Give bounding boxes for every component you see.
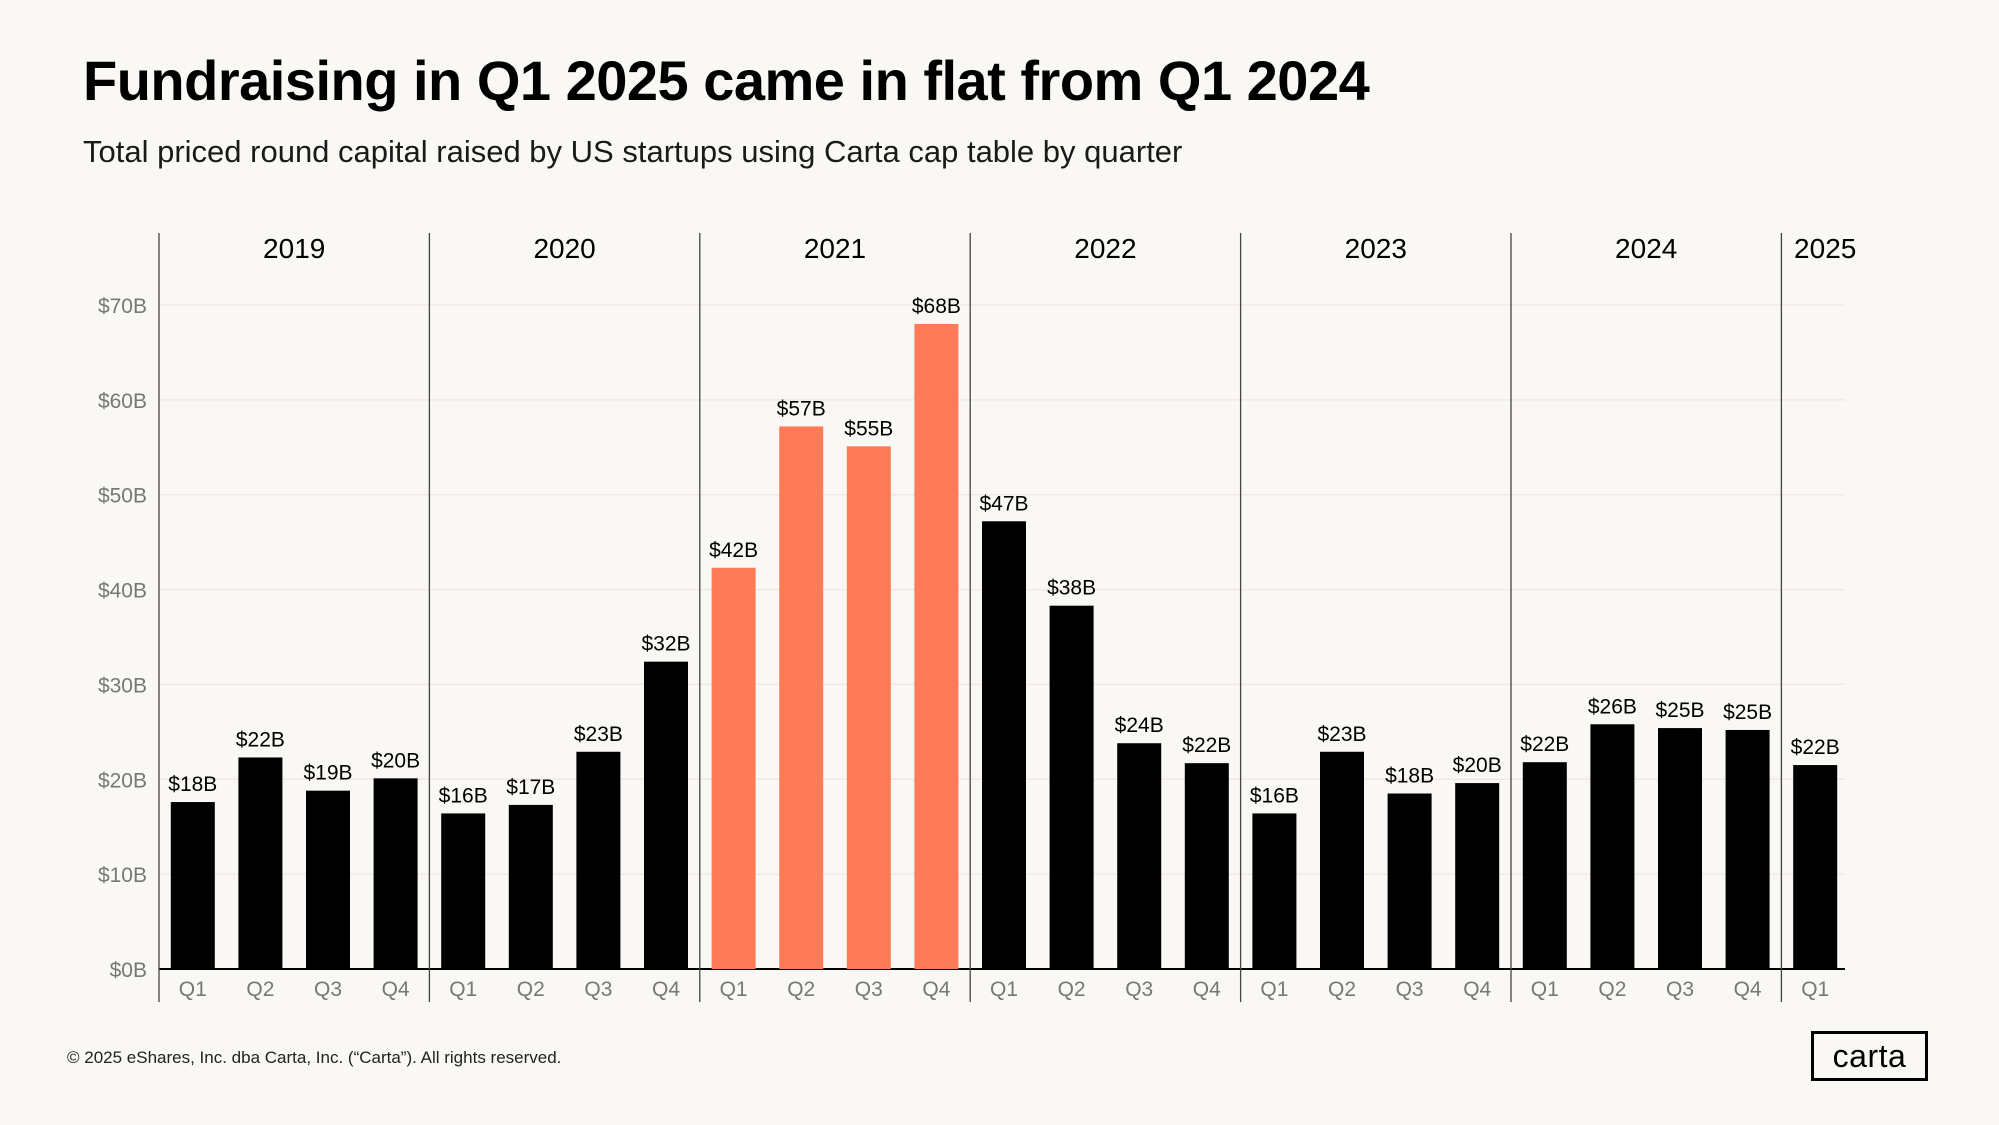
bar-value-label: $22B: [1182, 734, 1231, 757]
bar-value-label: $18B: [168, 773, 217, 796]
bar-value-label: $22B: [236, 728, 285, 751]
x-tick-label: Q1: [1260, 978, 1288, 1001]
bar-value-label: $17B: [506, 776, 555, 799]
y-tick-label: $40B: [98, 580, 147, 603]
bar-value-label: $57B: [777, 397, 826, 420]
x-tick-label: Q4: [652, 978, 680, 1001]
bar-value-label: $22B: [1520, 733, 1569, 756]
x-tick-label: Q4: [1734, 978, 1762, 1001]
bar-value-label: $26B: [1588, 695, 1637, 718]
bar-value-label: $23B: [1317, 723, 1366, 746]
year-label: 2019: [263, 233, 325, 264]
x-tick-label: Q4: [922, 978, 950, 1001]
x-tick-label: Q1: [449, 978, 477, 1001]
bar: [306, 790, 350, 969]
y-tick-label: $60B: [98, 390, 147, 413]
year-label: 2023: [1345, 233, 1407, 264]
bar: [1455, 783, 1500, 969]
year-label: 2020: [533, 233, 595, 264]
x-tick-label: Q3: [314, 978, 342, 1001]
bar: [1590, 724, 1635, 969]
bar: [170, 802, 215, 969]
y-tick-label: $30B: [98, 674, 147, 697]
bar-value-label: $22B: [1791, 736, 1840, 759]
year-label: 2021: [804, 233, 866, 264]
bar-value-label: $23B: [574, 723, 623, 746]
x-tick-label: Q3: [855, 978, 883, 1001]
year-label: 2022: [1074, 233, 1136, 264]
x-tick-label: Q1: [1531, 978, 1559, 1001]
bar: [1117, 743, 1162, 969]
x-tick-label: Q2: [1058, 978, 1086, 1001]
bar: [1725, 729, 1770, 969]
x-tick-label: Q1: [990, 978, 1018, 1001]
bar: [1320, 751, 1364, 969]
x-tick-label: Q4: [382, 978, 410, 1001]
x-tick-label: Q4: [1463, 978, 1491, 1001]
carta-logo: carta: [1811, 1031, 1928, 1081]
bar-value-label: $20B: [1453, 754, 1502, 777]
x-tick-label: Q1: [720, 978, 748, 1001]
bar-value-label: $47B: [979, 492, 1028, 515]
bar-value-label: $24B: [1115, 714, 1164, 737]
bar-value-label: $68B: [912, 295, 961, 318]
x-tick-label: Q3: [1125, 978, 1153, 1001]
bar: [982, 521, 1026, 969]
bar: [914, 323, 959, 969]
footer-copyright: © 2025 eShares, Inc. dba Carta, Inc. (“C…: [67, 1048, 562, 1067]
bar-value-label: $25B: [1723, 701, 1772, 724]
x-tick-label: Q1: [1801, 978, 1829, 1001]
bar-value-label: $16B: [439, 784, 488, 807]
bar: [1252, 813, 1297, 969]
bar-value-label: $19B: [303, 762, 352, 785]
year-label: 2025: [1794, 233, 1856, 264]
bar-value-label: $20B: [371, 749, 420, 772]
chart-title: Fundraising in Q1 2025 came in flat from…: [83, 49, 1370, 112]
bar: [576, 751, 621, 969]
x-tick-label: Q2: [1598, 978, 1626, 1001]
bar: [711, 567, 756, 969]
y-tick-label: $70B: [98, 295, 147, 318]
x-tick-label: Q4: [1193, 978, 1221, 1001]
x-tick-label: Q3: [584, 978, 612, 1001]
bar: [1049, 605, 1094, 969]
bar: [1658, 728, 1702, 969]
y-tick-label: $10B: [98, 864, 147, 887]
bar: [373, 778, 418, 969]
bar: [441, 813, 486, 969]
x-tick-label: Q2: [787, 978, 815, 1001]
x-tick-label: Q3: [1666, 978, 1694, 1001]
bar: [238, 757, 283, 969]
bar-value-label: $38B: [1047, 577, 1096, 600]
x-tick-label: Q1: [179, 978, 207, 1001]
y-tick-label: $0B: [110, 959, 147, 982]
bar-value-label: $18B: [1385, 765, 1434, 788]
x-tick-label: Q2: [517, 978, 545, 1001]
x-tick-label: Q2: [1328, 978, 1356, 1001]
x-tick-label: Q2: [246, 978, 274, 1001]
year-label: 2024: [1615, 233, 1677, 264]
bar: [644, 661, 688, 969]
bar-value-label: $16B: [1250, 784, 1299, 807]
bar: [846, 446, 891, 969]
bar: [1793, 765, 1838, 969]
bar: [1522, 762, 1567, 969]
y-tick-label: $20B: [98, 769, 147, 792]
x-tick-label: Q3: [1396, 978, 1424, 1001]
bar-value-label: $55B: [844, 417, 893, 440]
bar-value-label: $25B: [1655, 699, 1704, 722]
bar: [1184, 763, 1229, 969]
bar-value-label: $42B: [709, 539, 758, 562]
bar: [1387, 793, 1432, 969]
bar: [779, 426, 824, 970]
bar: [508, 804, 553, 969]
chart-subtitle: Total priced round capital raised by US …: [83, 134, 1183, 169]
bar-value-label: $32B: [641, 633, 690, 656]
y-tick-label: $50B: [98, 485, 147, 508]
